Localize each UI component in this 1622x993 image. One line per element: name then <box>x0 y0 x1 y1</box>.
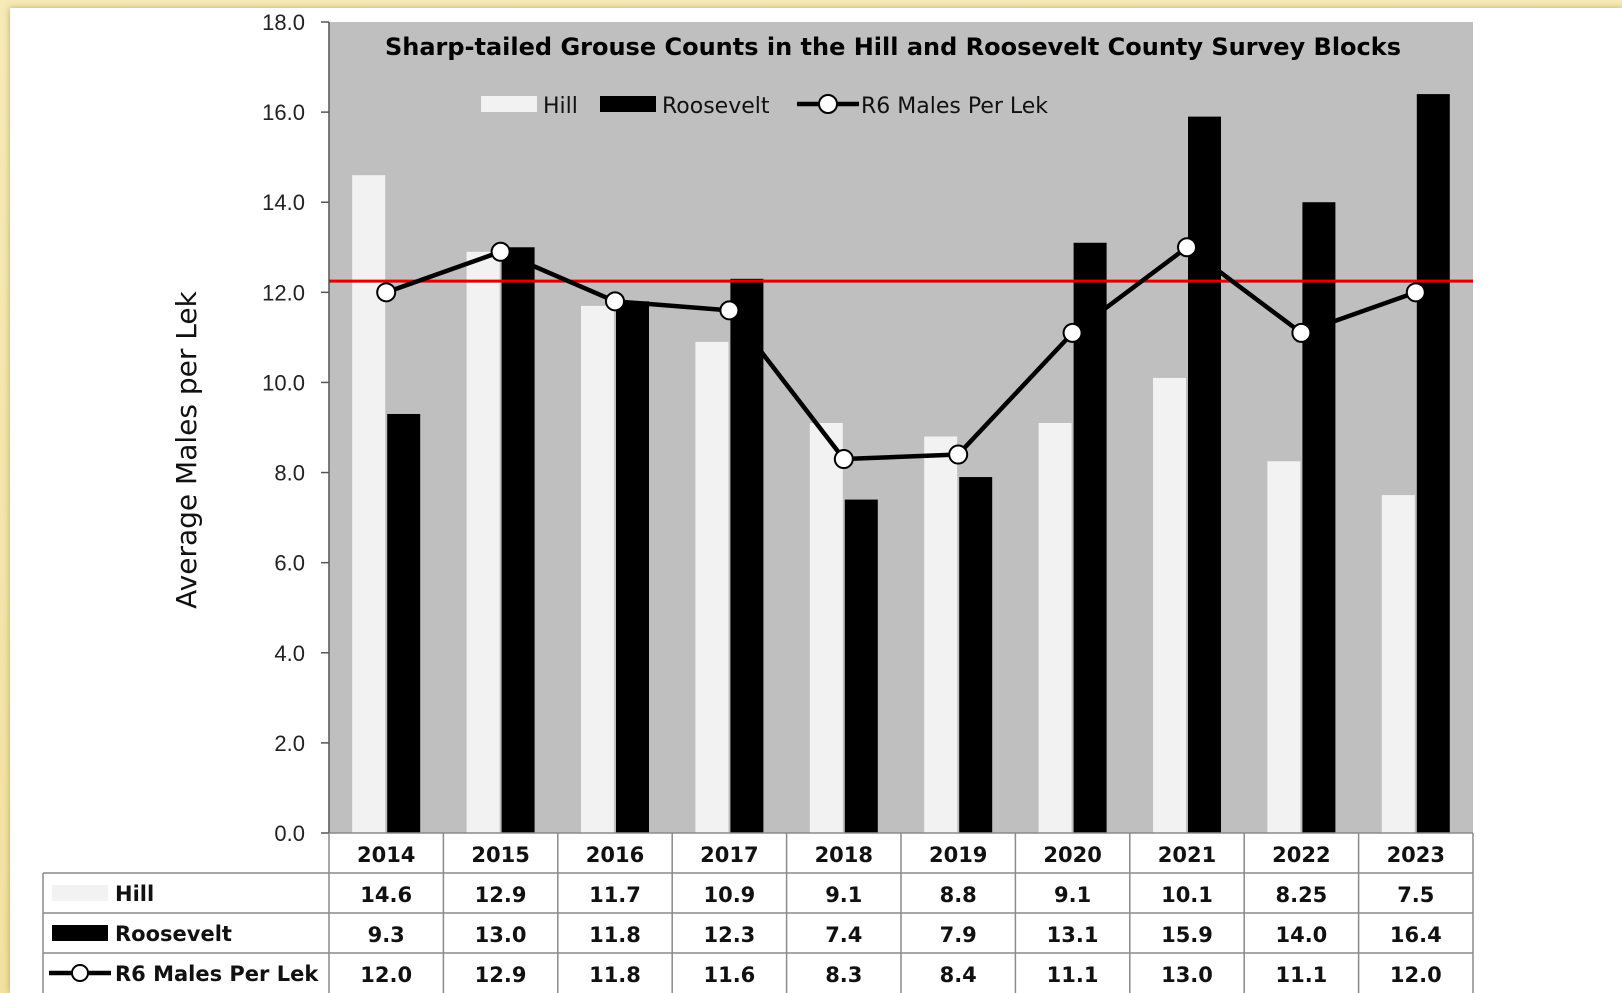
x-tick-label: 2018 <box>815 843 873 867</box>
table-cell: 14.6 <box>360 883 412 907</box>
table-cell: 9.1 <box>825 883 862 907</box>
table-cell: 16.4 <box>1390 923 1442 947</box>
r6-point-2016 <box>605 291 625 312</box>
r6-point-2015 <box>490 241 511 262</box>
table-cell: 10.1 <box>1161 883 1213 907</box>
x-tick-label: 2014 <box>357 843 415 867</box>
y-tick-label: 18.0 <box>262 10 305 35</box>
bar-hill-2017 <box>695 341 729 833</box>
table-cell: 11.6 <box>703 963 755 987</box>
bar-roosevelt-2015 <box>501 247 535 833</box>
bar-roosevelt-2018 <box>844 499 878 833</box>
r6-point-2023 <box>1405 282 1426 303</box>
table-cell: 13.0 <box>475 923 527 947</box>
plot-area <box>329 22 1473 833</box>
table-cell: 11.8 <box>589 963 641 987</box>
bar-hill-2022 <box>1267 461 1301 833</box>
table-cell: 13.0 <box>1161 963 1213 987</box>
y-tick-label: 0.0 <box>274 821 305 846</box>
r6-point-2020 <box>1062 322 1083 343</box>
bar-hill-2016 <box>581 305 614 834</box>
chart-title: Sharp-tailed Grouse Counts in the Hill a… <box>385 33 1401 61</box>
r6-point-2018 <box>833 449 854 470</box>
table-cell: 12.9 <box>475 883 527 907</box>
table-cell: 9.3 <box>368 923 405 947</box>
bar-hill-2019 <box>924 436 958 833</box>
table-key-roosevelt <box>52 925 108 941</box>
table-cell: 8.4 <box>940 963 977 987</box>
table-cell: 10.9 <box>703 883 755 907</box>
table-cell: 15.9 <box>1161 923 1213 947</box>
table-cell: 7.9 <box>940 923 977 947</box>
legend-label-hill: Hill <box>543 94 578 119</box>
x-tick-label: 2020 <box>1043 843 1101 867</box>
y-tick-label: 4.0 <box>274 641 305 666</box>
table-cell: 8.25 <box>1275 883 1327 907</box>
table-cell: 13.1 <box>1047 923 1099 947</box>
table-key-marker <box>71 964 89 982</box>
table-row-label-roosevelt: Roosevelt <box>115 922 232 946</box>
bar-hill-2023 <box>1381 495 1415 833</box>
legend: Hill Roosevelt R6 Males Per Lek <box>481 94 1048 119</box>
legend-swatch-marker <box>818 94 838 114</box>
r6-point-2021 <box>1177 237 1197 258</box>
bar-roosevelt-2023 <box>1416 94 1450 834</box>
bar-roosevelt-2014 <box>387 413 421 833</box>
table-cell: 14.0 <box>1275 923 1327 947</box>
bar-hill-2021 <box>1153 377 1186 833</box>
bar-roosevelt-2022 <box>1302 202 1336 833</box>
y-tick-label: 16.0 <box>262 100 305 125</box>
y-tick-label: 10.0 <box>262 370 305 395</box>
bar-roosevelt-2020 <box>1073 242 1107 833</box>
x-tick-label: 2017 <box>700 843 758 867</box>
y-tick-label: 14.0 <box>262 190 305 215</box>
table-cell: 11.8 <box>589 923 641 947</box>
table-cell: 12.3 <box>703 923 755 947</box>
r6-point-2014 <box>376 282 397 303</box>
table-cell: 12.0 <box>360 963 412 987</box>
legend-swatch-roosevelt <box>600 96 656 112</box>
legend-label-r6: R6 Males Per Lek <box>861 94 1048 119</box>
table-cell: 8.3 <box>825 963 862 987</box>
x-tick-label: 2016 <box>586 843 644 867</box>
y-tick-label: 8.0 <box>274 461 305 486</box>
legend-swatch-hill <box>481 96 537 112</box>
x-tick-label: 2023 <box>1387 843 1445 867</box>
table-cell: 8.8 <box>940 883 977 907</box>
bar-roosevelt-2017 <box>730 278 764 834</box>
y-tick-label: 2.0 <box>274 731 305 756</box>
table-cell: 7.4 <box>825 923 862 947</box>
y-tick-label: 6.0 <box>274 551 305 576</box>
legend-label-roosevelt: Roosevelt <box>662 94 770 119</box>
table-row-label-hill: Hill <box>115 882 154 906</box>
bar-hill-2015 <box>466 251 500 834</box>
table-cell: 12.9 <box>475 963 527 987</box>
r6-point-2019 <box>948 444 969 465</box>
bar-hill-2020 <box>1038 422 1072 833</box>
table-cell: 11.7 <box>589 883 641 907</box>
table-cell: 11.1 <box>1047 963 1099 987</box>
table-cell: 9.1 <box>1054 883 1091 907</box>
r6-point-2017 <box>719 300 740 321</box>
table-cell: 7.5 <box>1397 883 1434 907</box>
data-table: 2014 2015 2016 2017 2018 2019 2020 2021 2022 2023… <box>42 832 1474 993</box>
table-cell: 12.0 <box>1390 963 1442 987</box>
table-cell: 11.1 <box>1275 963 1327 987</box>
table-row-label-r6: R6 Males Per Lek <box>115 962 319 986</box>
r6-point-2022 <box>1291 322 1312 343</box>
bar-roosevelt-2019 <box>959 477 993 833</box>
r6-males-per-lek-line <box>385 245 1417 462</box>
x-tick-label: 2019 <box>929 843 987 867</box>
x-tick-label: 2015 <box>471 843 529 867</box>
table-key-hill <box>52 885 108 901</box>
bar-roosevelt-2021 <box>1188 116 1221 833</box>
y-tick-label: 12.0 <box>262 280 305 305</box>
bar-hill-2018 <box>809 422 843 833</box>
bar-hill-2014 <box>352 175 386 833</box>
x-tick-label: 2022 <box>1272 843 1330 867</box>
y-axis-label: Average Males per Lek <box>170 290 203 608</box>
x-tick-label: 2021 <box>1158 843 1216 867</box>
bar-roosevelt-2016 <box>616 301 649 833</box>
